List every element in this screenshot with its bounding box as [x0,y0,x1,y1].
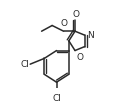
Text: Cl: Cl [52,94,61,102]
Text: N: N [87,31,94,40]
Text: O: O [77,53,84,62]
Text: O: O [60,19,67,28]
Text: O: O [73,10,80,19]
Text: Cl: Cl [20,60,29,69]
